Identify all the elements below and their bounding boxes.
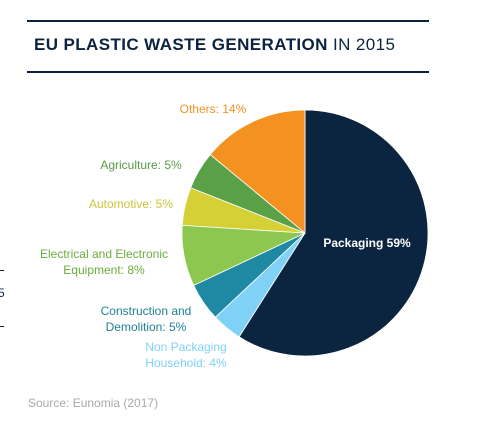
- slice-label: Agriculture: 5%: [100, 158, 182, 172]
- chart-title-year: IN 2015: [332, 35, 396, 54]
- chart-title: EU PLASTIC WASTE GENERATION IN 2015: [34, 35, 395, 55]
- slice-label: Automotive: 5%: [89, 197, 173, 211]
- pie-slice: [238, 109, 429, 357]
- slice-label-line: Automotive: 5%: [89, 197, 173, 211]
- slice-label-line: Demolition: 5%: [106, 320, 187, 334]
- side-mark-top: [0, 270, 4, 271]
- slice-label-line: Construction and: [101, 304, 192, 318]
- slice-label-line: Non Packaging: [145, 340, 226, 354]
- slice-label-line: Packaging 59%: [323, 236, 411, 250]
- slice-label-line: Equipment: 8%: [63, 263, 145, 277]
- side-mark-bottom: [0, 326, 4, 327]
- pie-slice: [209, 109, 306, 234]
- slice-label-line: Electrical and Electronic: [40, 247, 168, 261]
- chart-title-bold: EU PLASTIC WASTE GENERATION: [34, 35, 328, 54]
- slice-label-line: Others: 14%: [180, 102, 247, 116]
- slice-label-line: Agriculture: 5%: [100, 158, 182, 172]
- top-rule: [27, 20, 429, 22]
- slice-label: Non Packaging Household: 4%: [145, 340, 227, 370]
- slice-label: Electrical and Electronic Equipment: 8%: [40, 247, 168, 277]
- side-fragment-glyph: 5: [0, 286, 5, 300]
- source-note: Source: Eunomia (2017): [28, 396, 159, 410]
- bottom-rule: [27, 71, 429, 73]
- slice-label: Packaging 59%: [323, 236, 411, 250]
- slice-label: Construction and Demolition: 5%: [101, 304, 192, 334]
- slice-label: Others: 14%: [180, 102, 247, 116]
- slice-label-line: Household: 4%: [145, 356, 227, 370]
